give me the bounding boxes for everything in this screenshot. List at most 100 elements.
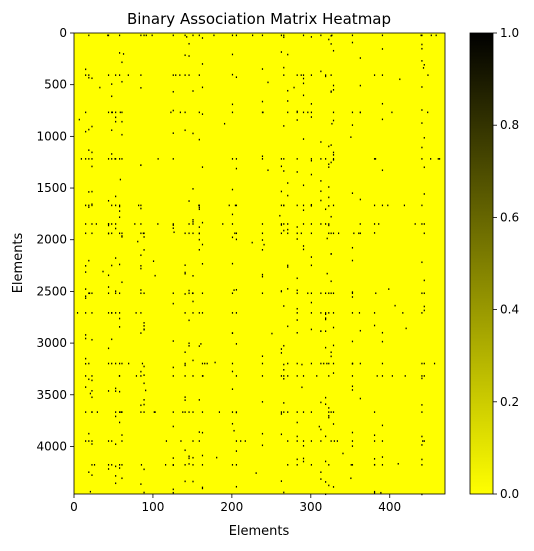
heatmap-cell bbox=[381, 424, 384, 427]
heatmap-cell bbox=[91, 396, 93, 399]
heatmap-cell bbox=[332, 423, 335, 425]
x-axis-ticks: 0 100 200 300 400 bbox=[70, 494, 401, 514]
heatmap-cell bbox=[235, 485, 238, 488]
heatmap-cell bbox=[188, 74, 190, 76]
heatmap-cell bbox=[283, 170, 285, 172]
heatmap-cell bbox=[351, 445, 354, 447]
heatmap-cell bbox=[231, 158, 234, 160]
heatmap-cell bbox=[373, 492, 376, 494]
heatmap-cell bbox=[89, 392, 91, 395]
heatmap-cell bbox=[296, 464, 298, 466]
heatmap-cell bbox=[115, 475, 117, 477]
heatmap-cell bbox=[201, 411, 204, 413]
heatmap-cell bbox=[267, 81, 269, 84]
heatmap-cell bbox=[320, 401, 322, 404]
heatmap-cell bbox=[201, 431, 204, 434]
heatmap-cell bbox=[91, 223, 93, 225]
heatmap-cell bbox=[115, 257, 117, 259]
heatmap-cell bbox=[140, 232, 142, 235]
heatmap-cell bbox=[192, 312, 194, 314]
heatmap-cell bbox=[115, 312, 117, 314]
heatmap-cell bbox=[287, 264, 289, 267]
heatmap-cell bbox=[351, 292, 354, 295]
heatmap-cell bbox=[85, 130, 87, 133]
heatmap-cell bbox=[423, 232, 425, 235]
heatmap-cell bbox=[280, 480, 283, 482]
heatmap-cell bbox=[325, 330, 327, 333]
heatmap-cell bbox=[287, 228, 289, 231]
x-tick-label: 300 bbox=[299, 500, 322, 514]
heatmap-cell bbox=[296, 111, 298, 114]
heatmap-cell bbox=[192, 223, 194, 225]
heatmap-cell bbox=[107, 312, 110, 314]
heatmap-cell bbox=[107, 224, 110, 227]
heatmap-cell bbox=[173, 231, 175, 234]
heatmap-cell bbox=[328, 407, 330, 409]
heatmap-cell bbox=[302, 138, 305, 140]
heatmap-cell bbox=[85, 440, 87, 442]
heatmap-cell bbox=[172, 340, 174, 342]
heatmap-cell bbox=[330, 43, 332, 45]
heatmap-cell bbox=[172, 227, 174, 229]
heatmap-cell bbox=[320, 141, 322, 143]
heatmap-cell bbox=[201, 487, 204, 490]
heatmap-cell bbox=[301, 363, 303, 366]
heatmap-cell bbox=[287, 111, 289, 114]
heatmap-cell bbox=[332, 111, 335, 114]
y-tick-label: 1500 bbox=[36, 181, 67, 195]
heatmap-cell bbox=[143, 232, 145, 235]
heatmap-cell bbox=[192, 274, 194, 277]
heatmap-cell bbox=[387, 204, 389, 207]
heatmap-cell bbox=[235, 375, 238, 377]
heatmap-cell bbox=[332, 158, 335, 160]
heatmap-cell bbox=[351, 41, 354, 44]
heatmap-cell bbox=[421, 411, 423, 413]
heatmap-cell bbox=[283, 204, 285, 207]
heatmap-cell bbox=[115, 443, 117, 446]
heatmap-cell bbox=[192, 375, 194, 377]
heatmap-cell bbox=[381, 34, 384, 37]
heatmap-cell bbox=[351, 291, 354, 293]
heatmap-cell bbox=[359, 362, 361, 365]
heatmap-cell bbox=[231, 236, 234, 239]
heatmap-cell bbox=[118, 216, 121, 219]
heatmap-cell bbox=[172, 34, 174, 37]
heatmap-cell bbox=[252, 34, 254, 37]
heatmap-cell bbox=[320, 312, 322, 314]
heatmap-cell bbox=[135, 375, 138, 377]
heatmap-cell bbox=[115, 482, 117, 485]
heatmap-cell bbox=[421, 223, 423, 225]
heatmap-cell bbox=[184, 232, 186, 235]
heatmap-cell bbox=[91, 203, 93, 206]
y-axis-label: Elements bbox=[11, 232, 26, 293]
heatmap-cell bbox=[235, 34, 238, 37]
heatmap-cell bbox=[325, 317, 327, 319]
heatmap-cell bbox=[180, 440, 182, 442]
heatmap-cell bbox=[325, 158, 327, 160]
heatmap-cell bbox=[140, 370, 142, 373]
heatmap-cell bbox=[107, 34, 109, 37]
heatmap-cell bbox=[231, 422, 234, 425]
heatmap-cell bbox=[271, 332, 273, 335]
heatmap-cell bbox=[213, 34, 215, 37]
heatmap-cell bbox=[140, 164, 142, 166]
heatmap-cell bbox=[184, 34, 186, 37]
heatmap-cell bbox=[91, 151, 93, 154]
heatmap-cell bbox=[107, 440, 110, 442]
heatmap-cell bbox=[222, 223, 224, 225]
heatmap-cell bbox=[198, 431, 200, 433]
heatmap-cell bbox=[373, 223, 376, 225]
y-tick-label: 4000 bbox=[36, 439, 67, 453]
heatmap-cell bbox=[333, 440, 335, 442]
heatmap-cell bbox=[115, 204, 117, 207]
heatmap-cell bbox=[423, 223, 425, 225]
heatmap-cell bbox=[302, 77, 305, 80]
heatmap-cell bbox=[287, 288, 289, 290]
heatmap-cell bbox=[328, 163, 330, 166]
heatmap-cell bbox=[301, 386, 303, 389]
heatmap-cell bbox=[296, 74, 298, 76]
heatmap-cell bbox=[280, 411, 283, 413]
heatmap-cell bbox=[261, 375, 264, 377]
heatmap-cell bbox=[172, 292, 174, 295]
heatmap-cell bbox=[430, 34, 432, 37]
